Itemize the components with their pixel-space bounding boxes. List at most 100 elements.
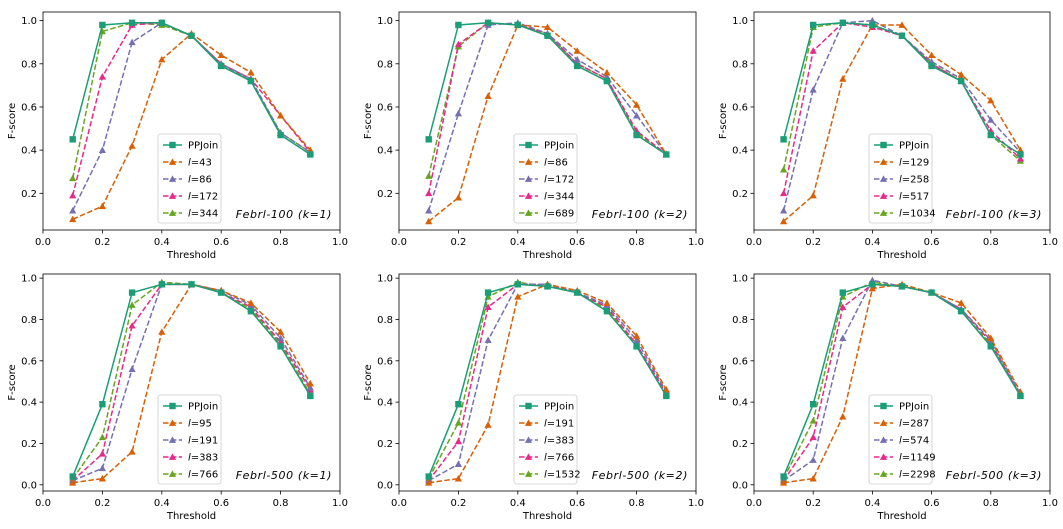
x-tick-label: 0.6 [924,237,940,248]
data-point-ppjoin [603,77,611,85]
data-point-ppjoin [158,19,165,26]
legend-marker-square [880,141,887,149]
data-point-l43 [98,202,106,210]
data-point-l766 [454,437,462,445]
y-tick-label: 0.2 [732,439,748,450]
legend-label: l=95 [188,419,212,430]
x-tick-label: 0.0 [35,237,51,248]
legend-marker-triangle [524,175,533,182]
data-point-l86 [69,206,77,214]
data-point-ppjoin [69,136,76,143]
data-point-ppjoin [188,32,195,39]
data-point-l1034 [780,165,788,173]
data-point-l95 [277,328,285,335]
legend-label-value: =766 [191,470,218,481]
data-point-l287 [809,475,817,482]
data-point-ppjoin [277,131,284,139]
legend-label: PPJoin [899,141,929,152]
data-point-ppjoin [218,289,225,296]
data-point-l129 [928,51,936,59]
x-tick-label: 0.6 [569,237,585,248]
data-point-ppjoin [307,151,314,158]
data-point-ppjoin [484,19,492,26]
series-line-l86 [428,24,667,222]
legend-box [868,394,933,485]
x-tick-label: 0.8 [983,237,999,248]
data-point-l43 [128,142,136,149]
legend-label-value: =86 [547,158,568,169]
data-point-l95 [128,448,136,455]
legend-label-prefix: l [544,175,547,186]
data-point-l517 [1016,155,1024,162]
legend-label-value: =287 [902,419,929,430]
x-tick-label: 0.4 [864,498,880,509]
legend-label-value: =1532 [547,470,581,481]
data-point-ppjoin [99,21,106,29]
legend-label-prefix: l [188,453,191,464]
legend-label-value: =129 [902,158,929,169]
data-point-ppjoin [455,401,462,408]
legend-box [868,133,933,224]
x-tick-label: 0.8 [983,498,999,509]
data-point-ppjoin [574,62,581,70]
data-point-l766 [128,301,136,308]
x-axis-label: Threshold [522,250,572,261]
data-point-ppjoin [514,281,521,288]
legend-box [157,133,222,224]
legend-label-value: =344 [547,192,574,203]
data-point-l172 [425,206,433,214]
legend-label-prefix: l [899,209,902,220]
y-tick-label: 0.6 [21,102,37,113]
legend-label-value: =574 [902,436,929,447]
legend-label: PPJoin [544,141,574,152]
legend-label-value: =43 [191,158,212,169]
plot-area-frame [42,11,341,231]
legend-marker-square [880,402,887,410]
legend-marker-triangle [879,209,888,216]
data-point-l191 [128,365,136,372]
legend-marker-triangle [168,158,177,165]
x-tick-label: 0.0 [391,498,407,509]
series-line-l287 [783,283,1022,484]
legend-marker-triangle [524,192,533,199]
legend-marker-triangle [168,453,177,460]
y-tick-label: 0.8 [377,315,393,326]
legend-label: l=517 [899,192,929,203]
legend-label: l=129 [899,158,929,169]
data-point-l86 [633,101,641,108]
data-point-l287 [868,284,876,292]
data-point-l574 [809,456,817,463]
data-point-l172 [454,109,462,117]
data-point-ppjoin [780,136,787,143]
x-tick-label: 1.0 [1042,498,1058,509]
subplot-3: 0.0 0.2 0.4 0.6 0.8 1.0 0.2 0.4 0.6 0.8 1.0 Thresho… [718,11,1058,261]
data-point-l129 [809,191,817,199]
data-point-ppjoin [277,343,284,350]
data-point-ppjoin [247,308,255,315]
legend-marker-triangle [879,436,888,443]
data-point-ppjoin [839,289,846,296]
data-point-l95 [247,299,255,306]
legend-label-value: =172 [547,175,574,186]
y-tick-label: 0.2 [377,439,393,450]
data-point-ppjoin [1017,151,1024,158]
y-axis-label: F-score [363,103,374,139]
data-point-ppjoin [810,401,817,408]
data-point-ppjoin [1017,392,1024,400]
data-point-ppjoin [69,473,76,480]
data-point-ppjoin [574,289,581,296]
y-tick-label: 0.8 [21,315,37,326]
y-tick-label: 0.4 [377,398,393,409]
data-point-ppjoin [958,308,965,315]
series-line-l172 [71,22,311,196]
data-point-l1532 [454,419,462,426]
data-point-l191 [98,464,106,472]
legend-label-prefix: l [899,419,902,430]
x-tick-label: 0.4 [510,498,526,509]
legend-marker-triangle [879,158,888,165]
legend-marker-square [525,402,532,410]
y-tick-label: 0.2 [732,189,748,200]
legend-label-prefix: l [899,175,902,186]
